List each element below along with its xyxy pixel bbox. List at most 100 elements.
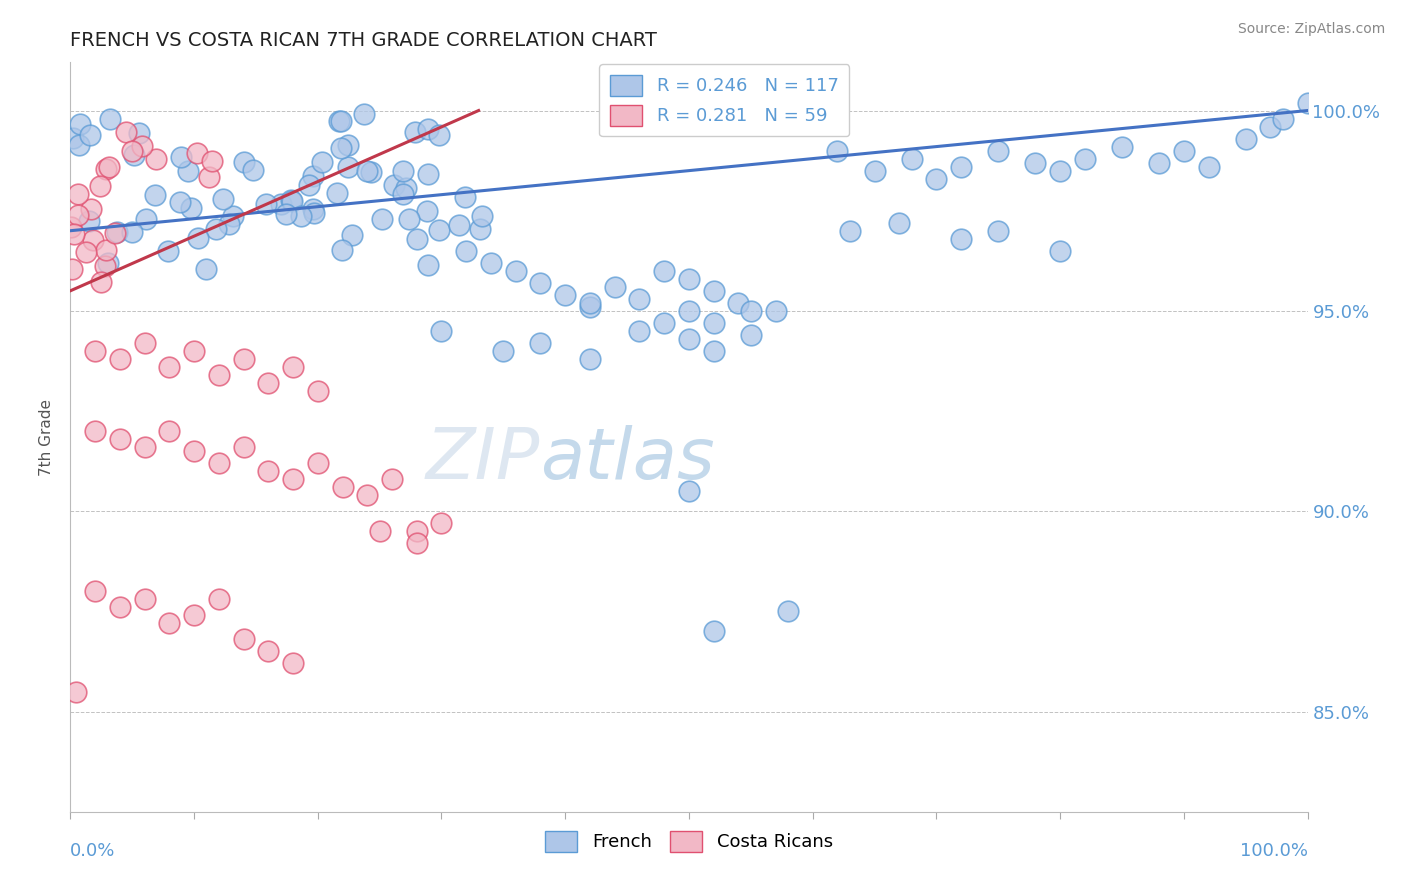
- Point: [96, 243, 118, 257]
- Point: [183, 444, 205, 458]
- Point: [579, 351, 602, 366]
- Point: [603, 280, 626, 294]
- Point: [67, 186, 90, 201]
- Point: [93, 259, 115, 273]
- Point: [479, 256, 502, 270]
- Point: [183, 343, 205, 358]
- Point: [529, 335, 551, 350]
- Point: [332, 480, 354, 494]
- Legend: French, Costa Ricans: French, Costa Ricans: [537, 823, 841, 859]
- Point: [776, 604, 799, 618]
- Point: [1147, 155, 1170, 169]
- Point: [430, 516, 453, 531]
- Point: [82, 233, 104, 247]
- Point: [678, 332, 700, 346]
- Point: [186, 146, 208, 161]
- Point: [492, 343, 515, 358]
- Point: [468, 222, 491, 236]
- Point: [298, 178, 321, 192]
- Point: [381, 472, 404, 486]
- Point: [454, 189, 477, 203]
- Point: [232, 440, 254, 454]
- Point: [187, 230, 209, 244]
- Point: [131, 138, 153, 153]
- Point: [212, 192, 235, 206]
- Point: [108, 432, 131, 446]
- Point: [330, 243, 353, 257]
- Point: [328, 114, 350, 128]
- Point: [392, 186, 415, 201]
- Point: [90, 275, 112, 289]
- Point: [145, 153, 167, 167]
- Point: [1173, 144, 1195, 158]
- Point: [84, 584, 107, 599]
- Point: [456, 244, 478, 258]
- Point: [1234, 131, 1257, 145]
- Point: [925, 171, 948, 186]
- Point: [416, 203, 439, 218]
- Point: [197, 169, 219, 184]
- Point: [678, 272, 700, 286]
- Point: [987, 224, 1010, 238]
- Point: [1271, 112, 1294, 126]
- Point: [104, 226, 127, 240]
- Point: [143, 188, 166, 202]
- Point: [765, 304, 787, 318]
- Point: [418, 258, 440, 272]
- Point: [270, 197, 292, 211]
- Point: [325, 186, 347, 200]
- Point: [340, 228, 363, 243]
- Point: [529, 276, 551, 290]
- Point: [177, 163, 200, 178]
- Point: [180, 201, 202, 215]
- Point: [838, 224, 860, 238]
- Point: [170, 151, 193, 165]
- Point: [405, 232, 427, 246]
- Point: [678, 484, 700, 499]
- Point: [194, 262, 217, 277]
- Point: [290, 209, 312, 223]
- Point: [368, 524, 391, 539]
- Point: [740, 304, 762, 318]
- Point: [1049, 244, 1071, 258]
- Point: [75, 244, 97, 259]
- Point: [471, 209, 494, 223]
- Point: [281, 359, 304, 374]
- Y-axis label: 7th Grade: 7th Grade: [39, 399, 55, 475]
- Point: [360, 165, 382, 179]
- Point: [1074, 152, 1097, 166]
- Point: [77, 214, 100, 228]
- Point: [740, 327, 762, 342]
- Point: [135, 212, 157, 227]
- Point: [218, 217, 240, 231]
- Point: [950, 232, 973, 246]
- Point: [356, 488, 378, 502]
- Point: [404, 125, 426, 139]
- Point: [280, 193, 302, 207]
- Text: ZIP: ZIP: [426, 425, 540, 494]
- Point: [1024, 155, 1046, 169]
- Point: [827, 144, 849, 158]
- Point: [900, 152, 922, 166]
- Point: [134, 335, 156, 350]
- Point: [98, 112, 121, 127]
- Point: [505, 264, 527, 278]
- Point: [579, 300, 602, 314]
- Point: [122, 147, 145, 161]
- Point: [208, 592, 231, 607]
- Point: [703, 624, 725, 639]
- Point: [301, 169, 323, 183]
- Point: [703, 316, 725, 330]
- Point: [337, 138, 360, 153]
- Point: [391, 164, 413, 178]
- Point: [121, 225, 143, 239]
- Point: [311, 154, 333, 169]
- Point: [336, 160, 359, 174]
- Point: [554, 288, 576, 302]
- Point: [398, 211, 420, 226]
- Point: [281, 472, 304, 486]
- Point: [1198, 160, 1220, 174]
- Point: [652, 264, 675, 278]
- Point: [950, 160, 973, 174]
- Point: [94, 162, 117, 177]
